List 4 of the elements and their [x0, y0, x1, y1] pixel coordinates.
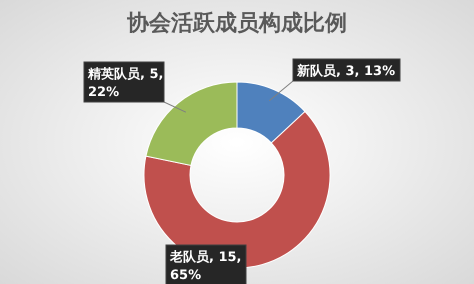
chart-title: 协会活跃成员构成比例: [126, 11, 347, 36]
slice-label: 新队员, 3, 13%: [296, 63, 396, 79]
slice-label: 精英队员, 5, 22%: [87, 67, 164, 100]
slice-label: 老队员, 15, 65%: [169, 250, 242, 283]
